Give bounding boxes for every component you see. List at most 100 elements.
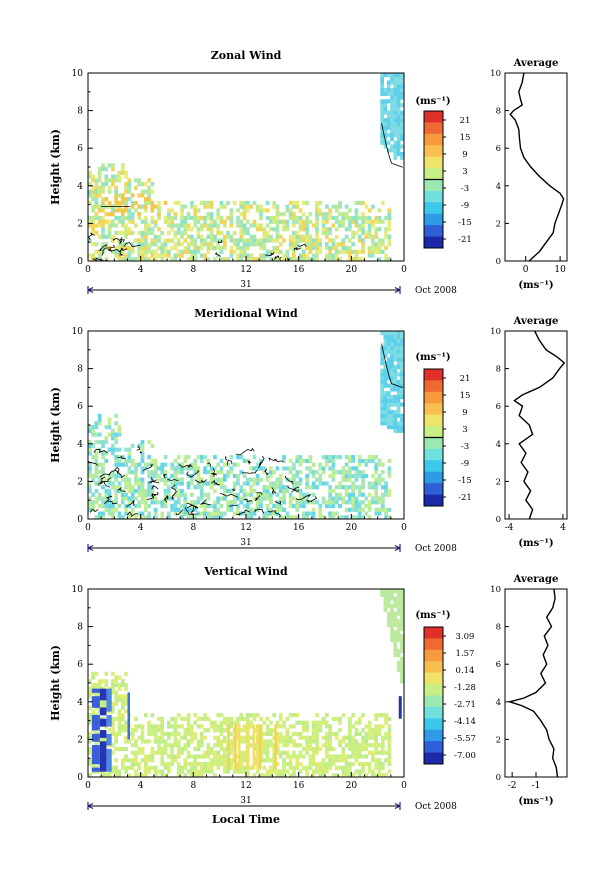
heatmap-cell xyxy=(173,242,178,247)
heatmap-cell xyxy=(377,208,382,213)
heatmap-cell xyxy=(288,477,293,482)
heatmap-cell xyxy=(255,238,260,243)
heatmap-cell xyxy=(400,73,404,78)
heatmap-cell xyxy=(199,455,204,460)
heatmap-cell xyxy=(134,481,138,486)
heatmap-cell xyxy=(120,705,125,710)
heatmap-cell xyxy=(318,724,323,729)
heatmap-cell xyxy=(301,515,306,519)
heatmap-cell xyxy=(393,91,398,96)
heatmap-cell xyxy=(380,477,385,482)
heatmap-cell xyxy=(338,743,342,748)
heatmap-cell xyxy=(328,458,332,463)
heatmap-cell xyxy=(400,95,404,100)
heatmap-cell xyxy=(393,103,398,108)
heatmap-cell xyxy=(120,765,125,770)
heatmap-cell xyxy=(272,750,277,755)
heatmap-cell xyxy=(91,208,95,213)
heatmap-cell xyxy=(386,140,391,145)
heatmap-cell xyxy=(357,470,362,475)
colorbar-swatch xyxy=(424,414,443,427)
heatmap-cell xyxy=(282,223,286,228)
heatmap-cell xyxy=(386,394,391,400)
heatmap-cell xyxy=(213,488,217,494)
zero-contour xyxy=(264,251,275,257)
heatmap-cell xyxy=(107,496,112,501)
downdraft-cell xyxy=(106,737,112,742)
heatmap-cell xyxy=(308,765,313,770)
heatmap-cell xyxy=(117,432,122,437)
heatmap-cell xyxy=(147,249,151,254)
heatmap-cell xyxy=(377,500,382,505)
heatmap-cell xyxy=(180,477,184,482)
heatmap-cell xyxy=(390,88,394,93)
heatmap-cell xyxy=(265,238,270,243)
heatmap-cell xyxy=(180,204,184,209)
heatmap-cell xyxy=(117,713,122,718)
heatmap-cell xyxy=(104,234,109,239)
heatmap-cell xyxy=(285,257,290,261)
heatmap-cell xyxy=(269,470,273,475)
heatmap-cell xyxy=(275,507,280,512)
heatmap-cell xyxy=(199,215,204,221)
heatmap-cell xyxy=(180,735,184,740)
average-y-tick-label: 2 xyxy=(496,735,501,745)
heatmap-cell xyxy=(285,731,290,737)
heatmap-cell xyxy=(311,481,316,486)
heatmap-cell xyxy=(400,338,404,343)
heatmap-cell xyxy=(137,204,142,209)
heatmap-cell xyxy=(101,500,105,505)
heatmap-cell xyxy=(226,769,230,774)
heatmap-cell xyxy=(147,200,151,205)
heatmap-cell xyxy=(140,470,145,475)
heatmap-cell xyxy=(176,743,181,748)
heatmap-cell xyxy=(325,765,329,770)
heatmap-cell xyxy=(357,507,362,512)
heatmap-cell xyxy=(173,758,178,763)
heatmap-cell xyxy=(143,515,148,519)
heatmap-cell xyxy=(206,481,211,486)
heatmap-cell xyxy=(203,204,207,209)
heatmap-cell xyxy=(380,242,385,247)
heatmap-cell xyxy=(328,503,332,509)
heatmap-cell xyxy=(130,458,135,463)
heatmap-cell xyxy=(190,761,194,767)
heatmap-cell xyxy=(305,257,309,261)
heatmap-cell xyxy=(396,338,401,343)
heatmap-cell xyxy=(107,477,112,482)
heatmap-cell xyxy=(216,754,221,759)
heatmap-cell xyxy=(124,234,128,239)
heatmap-cell xyxy=(111,167,115,172)
heatmap-cell xyxy=(348,500,352,505)
heatmap-cell xyxy=(219,477,224,482)
downdraft-cell xyxy=(99,711,107,716)
heatmap-cell xyxy=(117,170,122,175)
heatmap-cell xyxy=(292,481,296,486)
heatmap-cell xyxy=(196,773,201,777)
heatmap-cell xyxy=(114,245,119,251)
heatmap-cell xyxy=(239,485,244,490)
heatmap-cell xyxy=(380,349,384,354)
heatmap-cell xyxy=(163,200,168,205)
heatmap-cell xyxy=(107,473,112,479)
heatmap-cell xyxy=(390,338,394,343)
heatmap-cell xyxy=(361,492,365,497)
heatmap-cell xyxy=(246,481,250,486)
heatmap-cell xyxy=(396,596,401,601)
heatmap-cell xyxy=(219,215,224,221)
heatmap-cell xyxy=(137,182,142,187)
heatmap-cell xyxy=(351,500,356,505)
heatmap-cell xyxy=(331,488,336,494)
heatmap-cell xyxy=(262,485,267,490)
zero-contour xyxy=(100,476,106,483)
heatmap-cell xyxy=(301,238,306,243)
heatmap-cell xyxy=(308,242,313,247)
heatmap-cell xyxy=(351,230,356,236)
heatmap-cell xyxy=(315,470,319,475)
heatmap-cell xyxy=(246,245,250,251)
heatmap-cell xyxy=(114,185,119,190)
heatmap-cell xyxy=(124,257,128,261)
heatmap-cell xyxy=(140,234,145,239)
